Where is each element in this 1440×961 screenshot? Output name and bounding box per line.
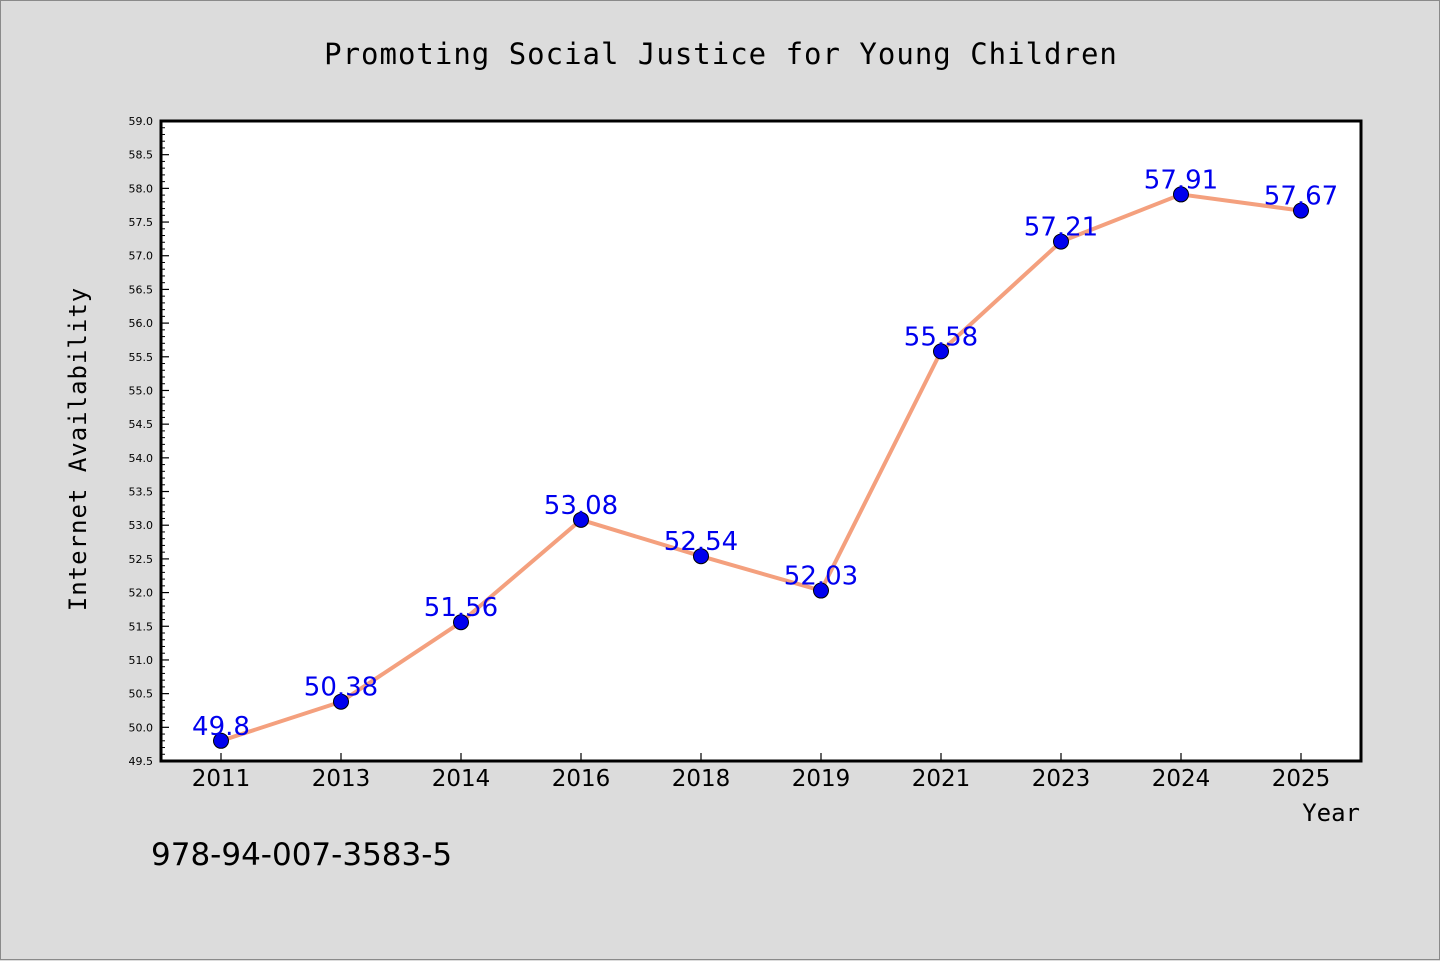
data-point-marker bbox=[693, 548, 709, 565]
data-point-marker bbox=[933, 343, 949, 360]
data-label: 55.58 bbox=[904, 322, 978, 352]
y-tick-label: 55.0 bbox=[129, 384, 154, 397]
y-tick-label: 54.5 bbox=[129, 418, 154, 431]
y-tick-label: 52.0 bbox=[129, 587, 154, 600]
y-tick-label: 50.0 bbox=[129, 721, 154, 734]
isbn-footer: 978-94-007-3583-5 bbox=[151, 837, 452, 873]
data-point-marker bbox=[1173, 186, 1189, 203]
data-point-marker bbox=[1293, 202, 1309, 219]
x-tick-label: 2016 bbox=[552, 766, 611, 792]
x-tick-label: 2018 bbox=[672, 766, 731, 792]
y-axis: 49.5 50.0 50.5 51.0 51.5 52.0 52.5 53.0 53.5 54.0… bbox=[129, 115, 169, 768]
data-point-marker bbox=[813, 582, 829, 599]
data-point-marker bbox=[453, 614, 469, 631]
x-tick-label: 2013 bbox=[312, 766, 371, 792]
y-tick-label: 57.0 bbox=[129, 250, 154, 263]
y-tick-label: 53.0 bbox=[129, 519, 154, 532]
y-tick-label: 56.5 bbox=[129, 283, 154, 296]
data-label: 53.08 bbox=[544, 491, 618, 521]
y-tick-label: 49.5 bbox=[129, 755, 154, 768]
y-tick-label: 58.5 bbox=[129, 149, 154, 162]
y-tick-label: 54.0 bbox=[129, 452, 154, 465]
x-axis: 2011 2013 2014 2016 2018 2019 2021 2023 2024 2025 bbox=[192, 753, 1331, 792]
y-tick-label: 58.0 bbox=[129, 182, 154, 195]
data-label: 57.91 bbox=[1144, 165, 1218, 195]
x-tick-label: 2024 bbox=[1152, 766, 1211, 792]
x-tick-label: 2014 bbox=[432, 766, 491, 792]
y-tick-label: 57.5 bbox=[129, 216, 154, 229]
x-axis-label: Year bbox=[1302, 799, 1360, 827]
y-tick-label: 53.5 bbox=[129, 486, 154, 499]
x-tick-label: 2023 bbox=[1032, 766, 1091, 792]
x-tick-label: 2011 bbox=[192, 766, 251, 792]
series-layer: 49.8 50.38 51.56 53.08 52.54 52.03 55.58 57.21 5… bbox=[192, 165, 1338, 749]
data-label: 52.03 bbox=[784, 562, 858, 592]
y-tick-label: 59.0 bbox=[129, 115, 154, 128]
data-label: 49.8 bbox=[192, 712, 250, 742]
x-tick-label: 2021 bbox=[912, 766, 971, 792]
y-tick-label: 56.0 bbox=[129, 317, 154, 330]
data-label: 57.67 bbox=[1264, 182, 1338, 212]
data-label: 57.21 bbox=[1024, 213, 1098, 243]
data-label: 52.54 bbox=[664, 527, 738, 557]
y-tick-label: 51.5 bbox=[129, 620, 154, 633]
chart-title: Promoting Social Justice for Young Child… bbox=[324, 37, 1118, 71]
y-tick-label: 51.0 bbox=[129, 654, 154, 667]
data-label: 50.38 bbox=[304, 673, 378, 703]
y-tick-label: 52.5 bbox=[129, 553, 154, 566]
data-point-marker bbox=[213, 732, 229, 749]
x-tick-label: 2019 bbox=[792, 766, 851, 792]
data-point-marker bbox=[1053, 233, 1069, 250]
x-tick-label: 2025 bbox=[1272, 766, 1331, 792]
plot-area bbox=[159, 119, 1363, 763]
y-tick-label: 50.5 bbox=[129, 688, 154, 701]
series-line bbox=[219, 192, 1303, 743]
data-point-marker bbox=[573, 511, 589, 528]
data-point-marker bbox=[333, 693, 349, 710]
y-axis-label: Internet Availability bbox=[64, 287, 92, 611]
data-label: 51.56 bbox=[424, 593, 498, 623]
y-tick-label: 55.5 bbox=[129, 351, 154, 364]
